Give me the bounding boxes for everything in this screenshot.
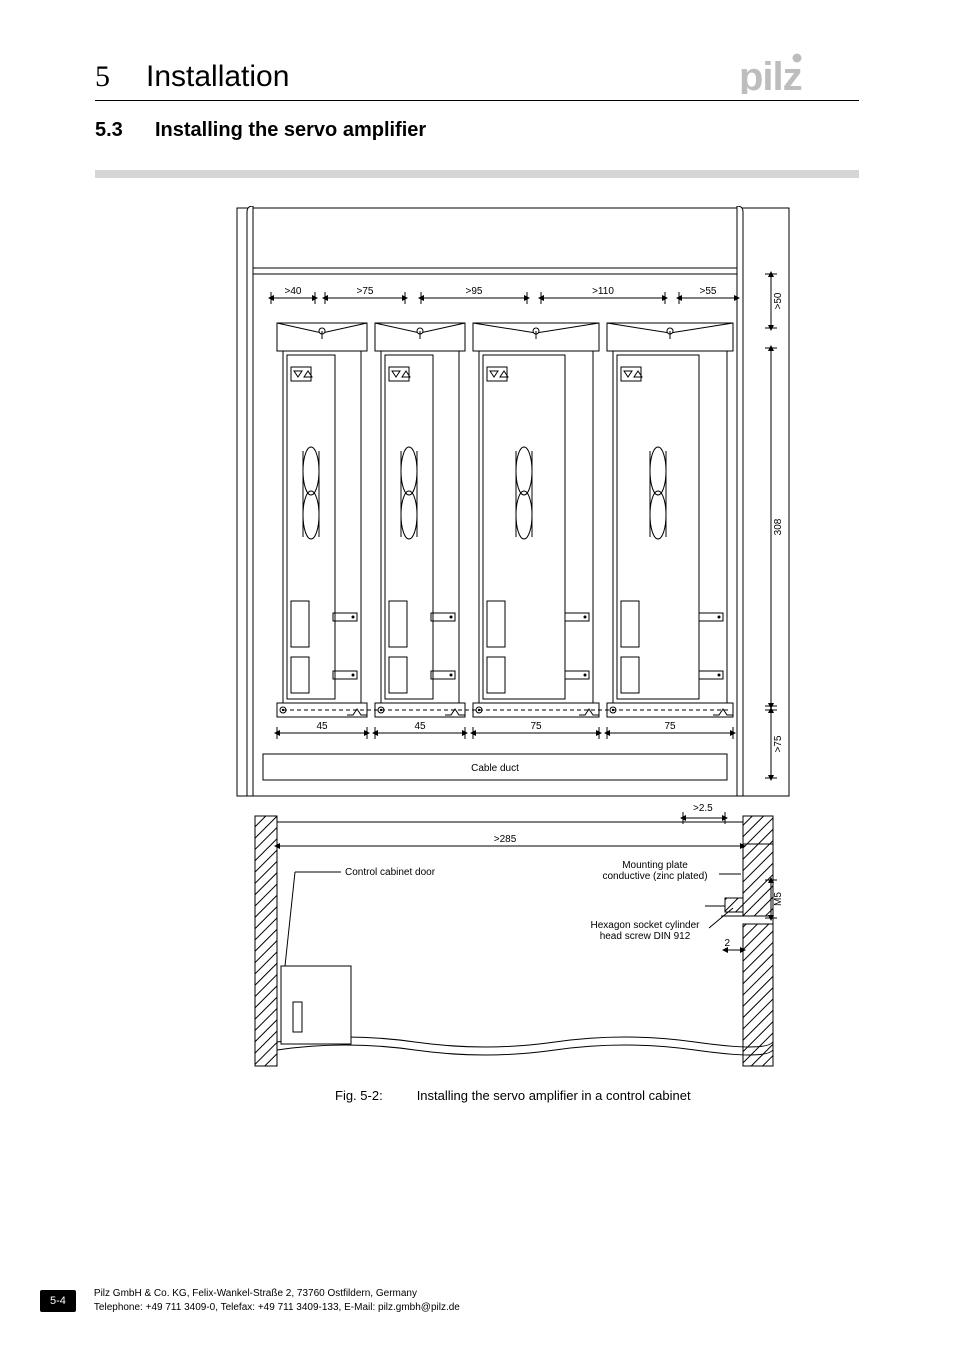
svg-text:>95: >95	[466, 286, 483, 297]
section-number: 5.3	[95, 119, 155, 142]
svg-text:>75: >75	[773, 735, 784, 752]
caption-text: Installing the servo amplifier in a cont…	[417, 1088, 691, 1103]
svg-text:>2.5: >2.5	[693, 803, 713, 814]
svg-text:>50: >50	[773, 292, 784, 309]
svg-text:75: 75	[664, 721, 676, 732]
svg-text:>55: >55	[700, 286, 717, 297]
figure-caption: Fig. 5-2: Installing the servo amplifier…	[335, 1088, 859, 1103]
svg-text:>285: >285	[494, 834, 517, 845]
page-footer: 5-4 Pilz GmbH & Co. KG, Felix-Wankel-Str…	[40, 1287, 859, 1314]
caption-label: Fig. 5-2:	[335, 1088, 383, 1103]
svg-text:conductive (zinc plated): conductive (zinc plated)	[602, 871, 707, 882]
svg-text:Hexagon socket cylinder: Hexagon socket cylinder	[591, 920, 701, 931]
svg-text:2: 2	[724, 938, 730, 949]
installation-diagram: >40 >75 >95 >110 >55 45 45 75 75 >50 308 >75 M5 Ca…	[185, 206, 825, 1076]
svg-text:M5: M5	[773, 892, 784, 906]
svg-text:75: 75	[530, 721, 542, 732]
svg-text:308: 308	[773, 518, 784, 535]
divider-bar	[95, 170, 859, 178]
chapter-number: 5	[95, 60, 110, 94]
amplifier-modules	[277, 323, 733, 717]
svg-text:pilz: pilz	[739, 55, 802, 94]
top-spacing-dims: >40 >75 >95 >110 >55	[271, 286, 737, 304]
svg-text:>40: >40	[285, 286, 302, 297]
chapter-header: 5 Installation pilz	[95, 50, 859, 101]
chapter-title: Installation	[146, 60, 739, 94]
svg-text:>75: >75	[357, 286, 374, 297]
svg-text:head screw DIN 912: head screw DIN 912	[600, 931, 691, 942]
svg-text:Control cabinet door: Control cabinet door	[345, 867, 436, 878]
footer-line2: Telephone: +49 711 3409-0, Telefax: +49 …	[94, 1301, 460, 1315]
pilz-logo: pilz	[739, 50, 859, 94]
svg-text:>110: >110	[592, 286, 614, 297]
svg-text:45: 45	[414, 721, 426, 732]
footer-line1: Pilz GmbH & Co. KG, Felix-Wankel-Straße …	[94, 1287, 460, 1301]
cable-duct-label: Cable duct	[471, 763, 519, 774]
svg-text:Mounting plate: Mounting plate	[622, 860, 688, 871]
section-header: 5.3 Installing the servo amplifier	[95, 119, 859, 142]
page-number: 5-4	[40, 1290, 76, 1312]
svg-text:45: 45	[316, 721, 328, 732]
footer-text: Pilz GmbH & Co. KG, Felix-Wankel-Straße …	[94, 1287, 460, 1314]
figure-container: >40 >75 >95 >110 >55 45 45 75 75 >50 308 >75 M5 Ca…	[185, 206, 825, 1076]
section-title: Installing the servo amplifier	[155, 119, 426, 142]
page: 5 Installation pilz 5.3 Installing the s…	[0, 0, 954, 1350]
